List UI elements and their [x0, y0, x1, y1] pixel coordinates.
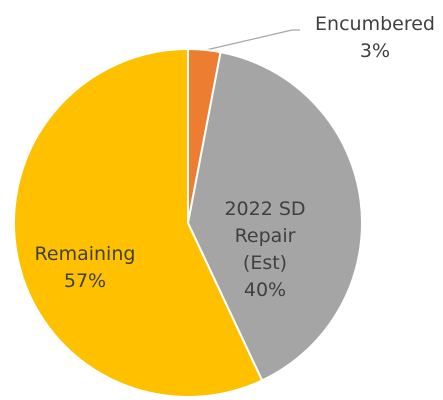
slice-label: Remaining 57% [15, 241, 155, 295]
slice-name: 2022 SD Repair (Est) [224, 198, 306, 274]
leader-line [205, 29, 300, 51]
slice-label: 2022 SD Repair (Est) 40% [220, 196, 310, 304]
slice-name: Remaining [34, 243, 136, 265]
slice-value: 3% [359, 40, 391, 62]
slice-name: Encumbered [315, 13, 435, 35]
pie-slice [13, 47, 264, 398]
slice-label: Encumbered 3% [305, 11, 443, 65]
pie-slice [186, 50, 363, 382]
slice-value: 57% [63, 270, 107, 292]
slice-value: 40% [243, 279, 287, 301]
